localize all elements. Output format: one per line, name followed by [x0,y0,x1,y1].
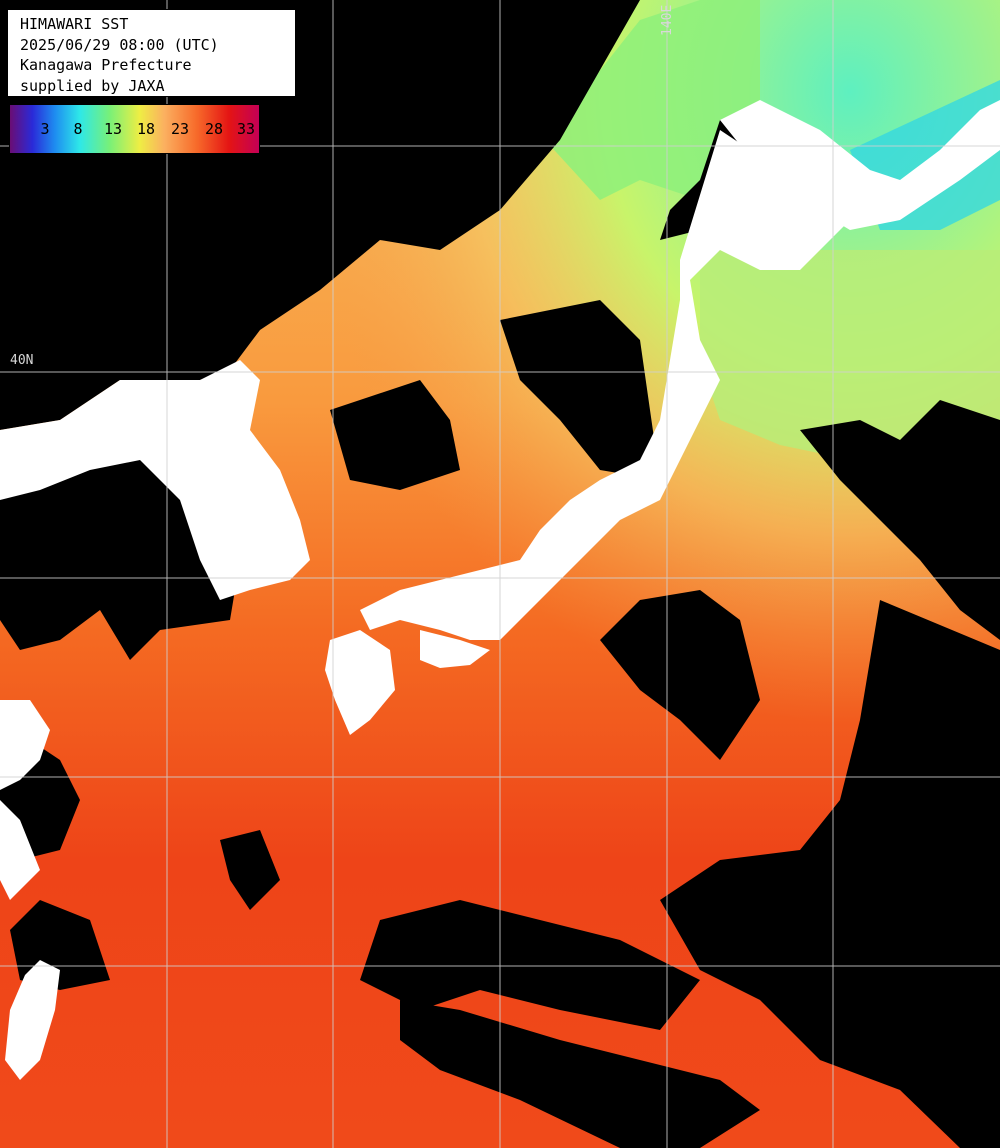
green-water-northwest [545,0,760,200]
timestamp: 2025/06/29 08:00 (UTC) [20,35,219,54]
data-credit: supplied by JAXA [20,76,165,95]
legend-tick: 23 [170,120,190,138]
land [0,100,1000,1080]
legend-tick: 3 [40,120,50,138]
legend-tick: 33 [236,120,256,138]
legend-tick: 28 [204,120,224,138]
map-title: HIMAWARI SST [20,15,129,33]
lat-label-40n: 40N [10,353,34,368]
legend-tick: 13 [103,120,123,138]
region-name: Kanagawa Prefecture [20,56,192,74]
legend-tick: 18 [136,120,156,138]
info-box: HIMAWARI SST 2025/06/29 08:00 (UTC) Kana… [7,9,296,97]
lon-label-140e: 140E [660,4,675,36]
legend-tick: 8 [73,120,83,138]
temperature-color-scale: 3 8 13 18 23 28 33 [9,104,260,154]
